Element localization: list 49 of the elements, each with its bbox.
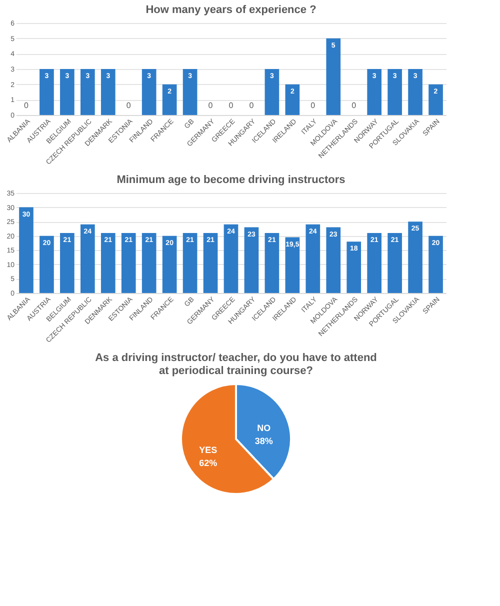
bar bbox=[60, 69, 74, 115]
bar bbox=[388, 233, 402, 293]
data-label: 0 bbox=[208, 101, 214, 110]
bar bbox=[121, 233, 136, 293]
bar bbox=[244, 227, 259, 293]
data-label: 0 bbox=[249, 101, 254, 110]
chart-title: How many years of experience ? bbox=[146, 4, 317, 16]
bar bbox=[285, 237, 300, 293]
bar bbox=[60, 233, 74, 293]
bar bbox=[285, 84, 300, 115]
bar bbox=[428, 84, 443, 115]
bar bbox=[264, 69, 280, 115]
bar bbox=[428, 236, 443, 293]
chart-title: As a driving instructor/ teacher, do you have to attend at periodical training course? bbox=[95, 352, 377, 377]
slice-label: NO bbox=[257, 422, 271, 433]
bar bbox=[346, 242, 362, 293]
chart-title: Minimum age to become driving instructors bbox=[116, 174, 346, 186]
slice-label: YES bbox=[199, 445, 218, 456]
bar bbox=[142, 233, 156, 293]
bar bbox=[326, 38, 341, 115]
data-label: 0 bbox=[310, 101, 316, 110]
bar bbox=[203, 233, 218, 293]
bar bbox=[19, 207, 34, 293]
bar bbox=[367, 69, 382, 115]
bar bbox=[182, 233, 198, 293]
bar bbox=[264, 233, 280, 293]
bar bbox=[408, 222, 422, 293]
data-label: 0 bbox=[352, 101, 357, 110]
bar bbox=[100, 233, 116, 293]
data-label: 0 bbox=[24, 101, 30, 110]
bar bbox=[40, 236, 54, 293]
bar bbox=[40, 69, 54, 115]
bar bbox=[162, 236, 177, 293]
bar bbox=[224, 224, 238, 293]
bar bbox=[326, 227, 341, 293]
data-label: 38% bbox=[254, 436, 273, 446]
bar bbox=[80, 224, 95, 293]
bar bbox=[80, 69, 95, 115]
bar bbox=[306, 224, 320, 293]
bar bbox=[408, 69, 422, 115]
bar bbox=[162, 84, 177, 115]
data-label: 0 bbox=[228, 101, 234, 110]
data-label: 0 bbox=[126, 101, 132, 110]
data-label: 62% bbox=[199, 458, 218, 468]
bar bbox=[367, 233, 382, 293]
bar bbox=[182, 69, 198, 115]
bar bbox=[388, 69, 402, 115]
bar bbox=[142, 69, 156, 115]
bar bbox=[100, 69, 116, 115]
